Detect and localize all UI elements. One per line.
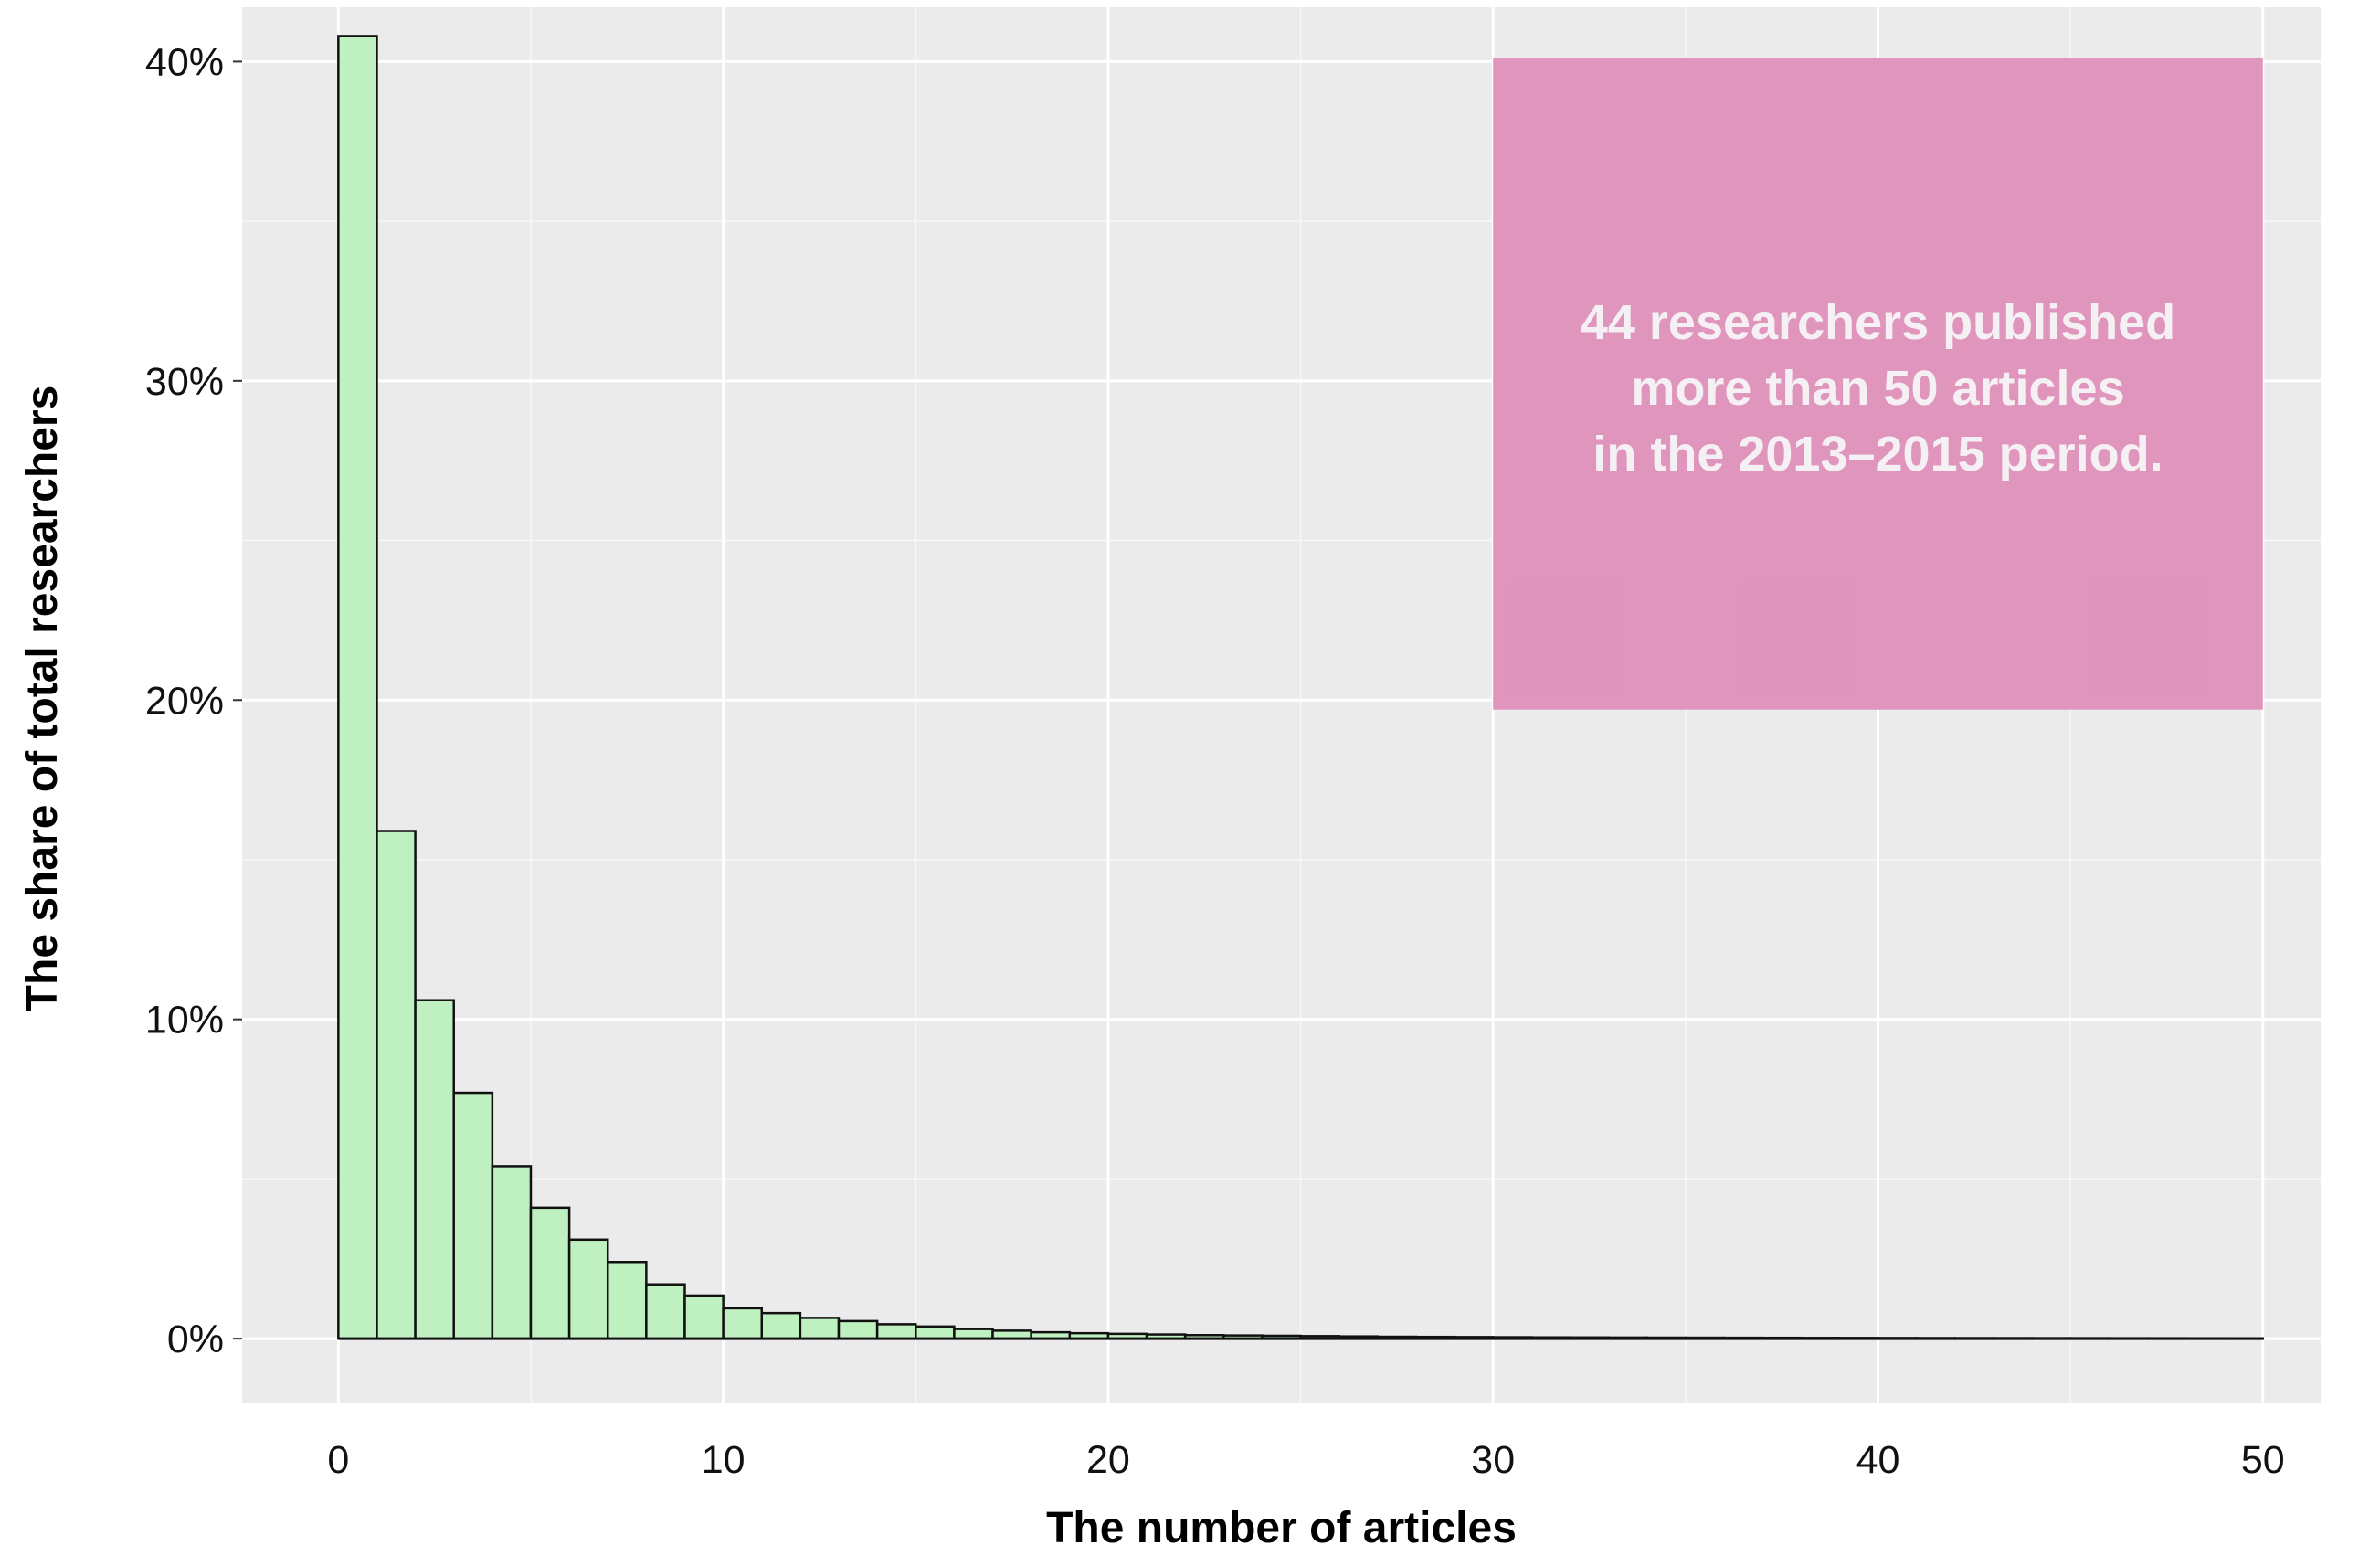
histogram-bar: [837, 1319, 879, 1340]
histogram-bar: [722, 1307, 763, 1340]
x-tick-label: 20: [1086, 1438, 1130, 1482]
annotation: 44 researchers published more than 50 ar…: [1493, 58, 2263, 710]
histogram-bar: [875, 1323, 917, 1340]
histogram-bar: [683, 1294, 725, 1340]
annotation-line-2: more than 50 articles: [1631, 361, 2124, 416]
annotation-line-3: in the 2013–2015 period.: [1592, 427, 2163, 482]
histogram-bar: [953, 1328, 994, 1340]
y-axis-title: The share of total researchers: [18, 386, 67, 1012]
annotation-box: [1493, 58, 2263, 710]
histogram-bar: [376, 830, 417, 1340]
x-tick-label: 40: [1856, 1438, 1900, 1482]
histogram-bar: [337, 35, 378, 1340]
y-tick-label: 30%: [145, 360, 224, 404]
x-tick-label: 30: [1471, 1438, 1515, 1482]
y-tick-label: 10%: [145, 999, 224, 1043]
histogram-bar: [529, 1206, 571, 1340]
histogram-bar: [606, 1261, 648, 1340]
y-axis-ticks: 0% 10% 20% 30% 40%: [145, 40, 224, 1361]
histogram-bar: [567, 1238, 609, 1340]
x-tick-label: 0: [327, 1438, 349, 1482]
histogram-bar: [799, 1317, 841, 1340]
histogram-bar: [645, 1283, 686, 1340]
histogram-bar: [760, 1311, 802, 1340]
x-tick-label: 50: [2241, 1438, 2285, 1482]
x-axis-ticks: 0 10 20 30 40 50: [327, 1438, 2284, 1482]
annotation-line-1: 44 researchers published: [1581, 295, 2175, 350]
histogram-bar: [414, 999, 455, 1340]
histogram-bars: [337, 35, 2265, 1340]
histogram-bar: [915, 1325, 956, 1340]
y-tick-marks: [233, 60, 242, 1340]
histogram-bar: [491, 1165, 533, 1340]
histogram-bar: [452, 1091, 494, 1340]
x-tick-label: 10: [702, 1438, 746, 1482]
y-tick-label: 20%: [145, 679, 224, 723]
x-axis-title: The number of articles: [1046, 1504, 1517, 1551]
y-tick-label: 0%: [167, 1318, 224, 1361]
y-tick-label: 40%: [145, 40, 224, 84]
